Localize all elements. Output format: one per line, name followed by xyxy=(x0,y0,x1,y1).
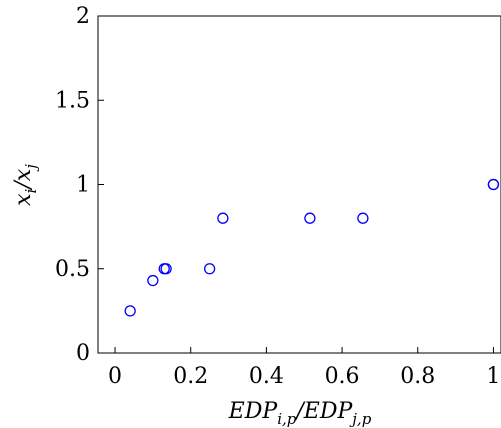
y-axis-label: xi/xj xyxy=(11,164,40,206)
x-tick-label: 0.2 xyxy=(173,364,208,389)
x-tick-label: 0 xyxy=(108,364,122,389)
data-point xyxy=(357,212,369,224)
x-tick-label: 1 xyxy=(486,364,500,389)
x-axis-label: EDPi,p/EDPj,p xyxy=(228,399,372,428)
data-point xyxy=(203,263,216,275)
x-tick-label: 0.8 xyxy=(400,364,435,389)
y-tick-label: 2 xyxy=(76,4,90,29)
x-tick-label: 0.6 xyxy=(325,364,360,389)
data-point xyxy=(124,305,136,317)
x-axis-ticks: 0 0.2 0.4 0.6 0.8 1 xyxy=(108,347,500,389)
data-point xyxy=(160,263,172,275)
data-point xyxy=(147,274,159,287)
y-tick-label: 0 xyxy=(76,341,90,366)
x-tick-label: 0.4 xyxy=(249,364,284,389)
data-point xyxy=(487,178,500,191)
plot-frame xyxy=(97,15,501,354)
data-point xyxy=(217,212,229,224)
y-tick-label: 1.5 xyxy=(55,88,90,113)
data-point xyxy=(304,212,316,224)
y-axis-ticks: 0 0.5 1 1.5 2 xyxy=(55,4,104,366)
data-points xyxy=(124,178,500,317)
y-tick-label: 0.5 xyxy=(55,257,90,282)
y-tick-label: 1 xyxy=(76,173,90,198)
